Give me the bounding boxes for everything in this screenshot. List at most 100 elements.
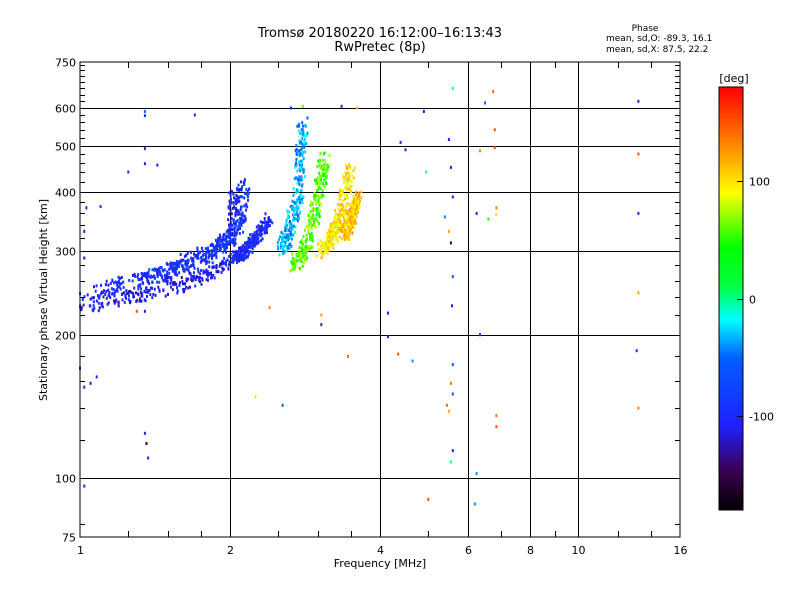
- echo-point: [296, 169, 299, 173]
- echo-point: [234, 198, 237, 201]
- echo-point: [196, 267, 199, 271]
- echo-point: [213, 276, 216, 280]
- echo-point: [341, 199, 344, 203]
- echo-point: [351, 222, 354, 226]
- echo-point: [247, 252, 250, 256]
- echo-point: [318, 174, 321, 178]
- echo-point: [299, 162, 302, 166]
- echo-point: [225, 263, 228, 267]
- echo-point: [143, 114, 146, 118]
- echo-point: [181, 279, 184, 283]
- echo-point: [322, 158, 324, 162]
- echo-point: [232, 218, 235, 222]
- echo-point: [132, 292, 135, 296]
- echo-point: [178, 284, 181, 287]
- echo-point: [229, 203, 232, 207]
- echo-point: [116, 281, 118, 285]
- echo-point: [189, 285, 191, 289]
- echo-point: [337, 223, 340, 227]
- y-tick-label: 750: [55, 57, 76, 70]
- echo-point: [236, 197, 239, 201]
- plot-frame: [79, 61, 681, 538]
- echo-point: [333, 232, 336, 236]
- echo-point: [487, 217, 490, 221]
- echo-point: [352, 169, 355, 173]
- y-axis-ticks: 75 100 200 300 400 500 600 750: [55, 57, 680, 545]
- echo-point: [143, 110, 146, 113]
- echo-point: [333, 216, 336, 220]
- echo-point: [168, 267, 171, 271]
- echo-point: [355, 193, 358, 197]
- echo-point: [89, 304, 92, 308]
- echo-point: [311, 245, 314, 249]
- echo-point: [227, 218, 230, 222]
- echo-point: [140, 287, 143, 291]
- echo-point: [291, 261, 294, 265]
- echo-point: [294, 208, 297, 212]
- echo-point: [115, 288, 118, 292]
- phase-stats-label: Phase: [631, 24, 659, 34]
- echo-point: [171, 288, 174, 292]
- echo-point: [202, 253, 205, 256]
- echo-point: [260, 232, 263, 236]
- echo-point: [210, 249, 213, 253]
- echo-point: [222, 262, 225, 266]
- echo-point: [637, 152, 640, 156]
- echo-point: [290, 260, 293, 264]
- echo-point: [292, 262, 295, 266]
- echo-point: [300, 178, 303, 182]
- echo-point: [293, 177, 296, 181]
- echo-point: [256, 233, 258, 237]
- echo-point: [234, 207, 237, 210]
- echo-point: [308, 217, 311, 221]
- echo-point: [164, 294, 167, 298]
- echo-point: [233, 254, 236, 258]
- echo-point: [317, 179, 320, 183]
- echo-point: [236, 219, 239, 222]
- echo-point: [330, 222, 333, 226]
- echo-point: [141, 276, 144, 280]
- echo-point: [422, 110, 425, 113]
- echo-point: [281, 239, 284, 242]
- echo-point: [145, 442, 148, 445]
- echo-point: [313, 220, 316, 224]
- echo-point: [285, 233, 288, 237]
- echo-point: [447, 229, 450, 233]
- echo-point: [334, 222, 337, 226]
- echo-point: [314, 196, 317, 200]
- echo-point: [295, 157, 298, 161]
- echo-point: [217, 237, 220, 241]
- echo-point: [337, 225, 340, 229]
- echo-point: [321, 172, 324, 176]
- echo-point: [411, 359, 414, 363]
- echo-point: [233, 229, 236, 233]
- echo-point: [347, 354, 349, 358]
- echo-point: [234, 256, 237, 260]
- echo-point: [132, 273, 134, 277]
- echo-point: [447, 409, 450, 413]
- echo-point: [338, 193, 341, 197]
- echo-point: [104, 292, 107, 296]
- echo-point: [235, 193, 238, 197]
- echo-point: [184, 262, 187, 266]
- echo-point: [229, 237, 232, 241]
- echo-point: [105, 296, 108, 300]
- echo-point: [236, 251, 238, 255]
- echo-point: [192, 264, 195, 268]
- echo-point: [187, 286, 190, 290]
- echo-point: [319, 239, 322, 243]
- echo-point: [240, 249, 243, 253]
- echo-point: [287, 215, 289, 219]
- echo-point: [218, 264, 221, 268]
- echo-point: [229, 209, 232, 213]
- echo-point: [166, 276, 168, 279]
- echo-point: [190, 250, 192, 254]
- echo-point: [323, 243, 326, 247]
- echo-point: [449, 241, 452, 245]
- echo-point: [349, 219, 352, 223]
- echo-point: [230, 216, 233, 220]
- echo-point: [356, 195, 359, 199]
- echo-point: [227, 206, 230, 210]
- echo-point: [317, 207, 320, 211]
- echo-point: [239, 255, 242, 259]
